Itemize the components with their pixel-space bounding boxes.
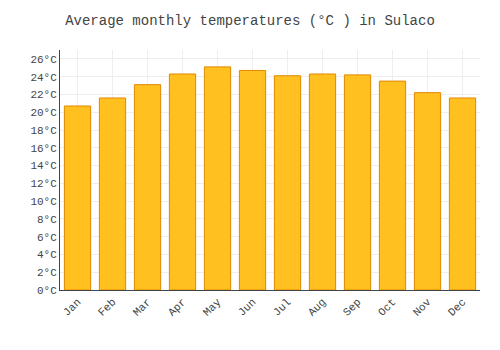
- svg-text:20°C: 20°C: [30, 107, 57, 119]
- svg-text:Dec: Dec: [446, 296, 468, 318]
- svg-text:May: May: [201, 296, 224, 319]
- svg-text:22°C: 22°C: [30, 89, 57, 101]
- svg-text:2°C: 2°C: [37, 267, 57, 279]
- svg-text:Jan: Jan: [61, 296, 83, 318]
- svg-text:Oct: Oct: [376, 296, 398, 318]
- svg-text:Aug: Aug: [306, 296, 328, 318]
- svg-text:Average monthly temperatures (: Average monthly temperatures (°C ) in Su…: [65, 13, 435, 29]
- svg-text:26°C: 26°C: [30, 54, 57, 66]
- svg-text:16°C: 16°C: [30, 143, 57, 155]
- svg-text:Feb: Feb: [96, 296, 118, 318]
- svg-text:Nov: Nov: [411, 296, 434, 319]
- svg-text:4°C: 4°C: [37, 249, 57, 261]
- svg-text:12°C: 12°C: [30, 178, 57, 190]
- svg-text:Jun: Jun: [236, 296, 258, 318]
- svg-text:18°C: 18°C: [30, 125, 57, 137]
- svg-text:Jul: Jul: [271, 296, 293, 318]
- svg-text:14°C: 14°C: [30, 160, 57, 172]
- svg-text:8°C: 8°C: [37, 214, 57, 226]
- svg-text:0°C: 0°C: [37, 285, 57, 297]
- svg-text:10°C: 10°C: [30, 196, 57, 208]
- svg-text:Sep: Sep: [341, 296, 363, 318]
- svg-text:24°C: 24°C: [30, 72, 57, 84]
- svg-text:Mar: Mar: [131, 296, 153, 318]
- svg-text:6°C: 6°C: [37, 232, 57, 244]
- svg-text:Apr: Apr: [166, 296, 188, 318]
